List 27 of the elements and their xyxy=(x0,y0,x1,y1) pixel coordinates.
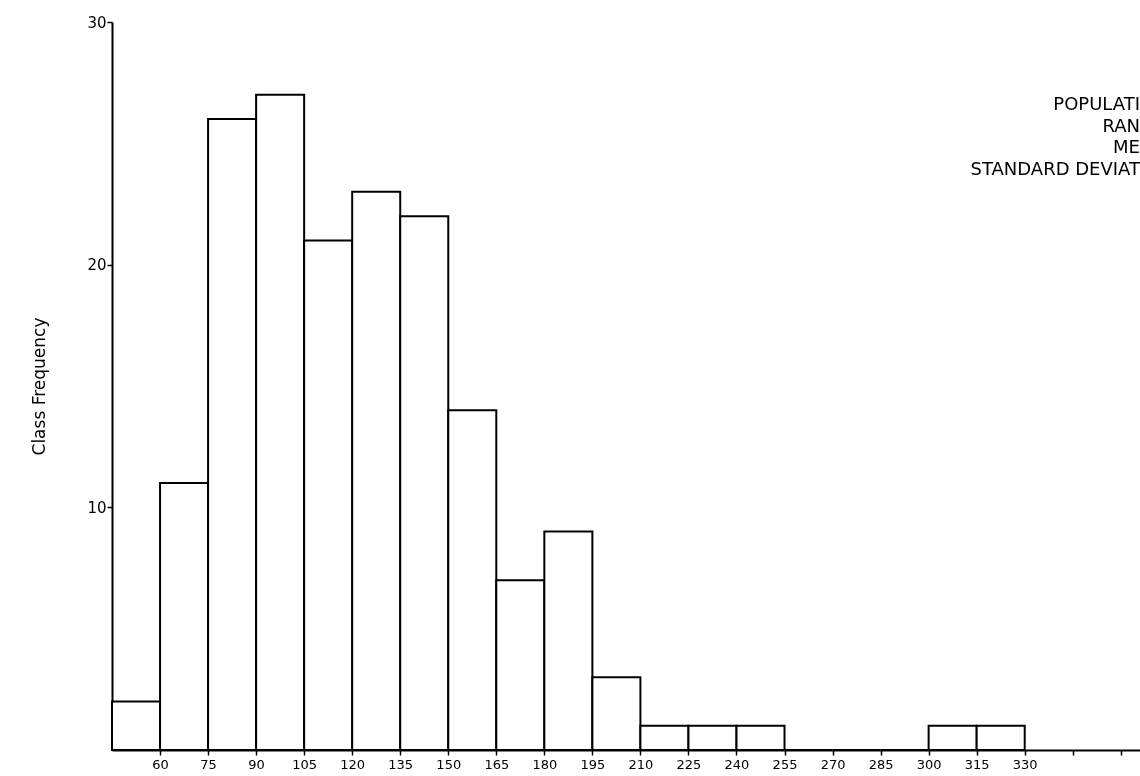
x-tick-label: 165 xyxy=(484,756,510,772)
x-tick-label: 150 xyxy=(436,756,462,772)
y-tick-label: 10 xyxy=(87,498,107,517)
x-tick-label: 285 xyxy=(868,756,894,772)
y-tick-label: 20 xyxy=(87,256,107,275)
x-tick-label: 135 xyxy=(388,756,414,772)
annotation: ME xyxy=(1113,136,1140,158)
x-tick-label: 75 xyxy=(200,756,217,772)
x-tick-label: 300 xyxy=(916,756,942,772)
x-tick-label: 105 xyxy=(292,756,318,772)
x-tick-label: 270 xyxy=(820,756,846,772)
x-tick-label: 225 xyxy=(676,756,702,772)
x-tick-label: 255 xyxy=(772,756,798,772)
x-tick-label: 240 xyxy=(724,756,750,772)
x-tick-label: 90 xyxy=(248,756,265,772)
annotation: POPULATI xyxy=(1053,93,1140,114)
annotation: STANDARD DEVIAT xyxy=(970,158,1140,179)
x-tick-label: 195 xyxy=(580,756,606,772)
x-tick-label: 210 xyxy=(628,756,654,772)
annotation: RAN xyxy=(1102,114,1140,136)
x-tick-label: 330 xyxy=(1012,756,1038,772)
x-tick-label: 60 xyxy=(152,756,169,772)
x-tick-label: 180 xyxy=(532,756,558,772)
y-tick-label: 30 xyxy=(87,13,107,32)
x-tick-label: 120 xyxy=(340,756,366,772)
y-axis-title: Class Frequency xyxy=(29,317,50,456)
x-tick-label: 315 xyxy=(964,756,990,772)
